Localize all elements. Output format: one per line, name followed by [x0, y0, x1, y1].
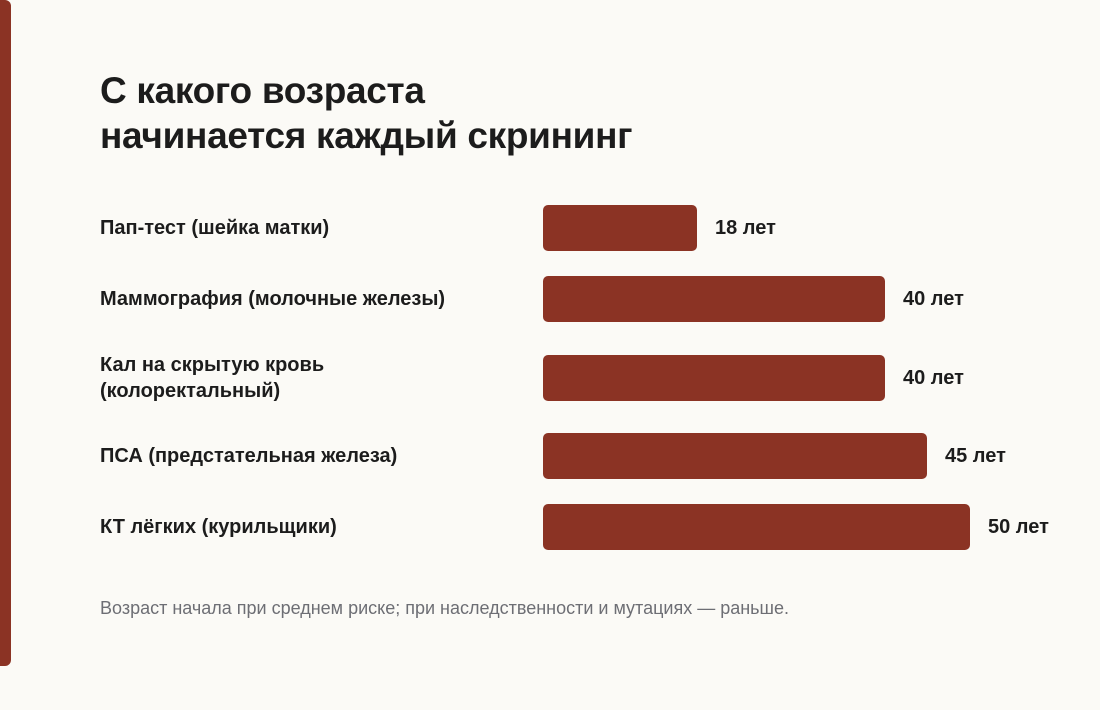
- bar: [543, 504, 970, 550]
- value-label: 18 лет: [715, 217, 776, 239]
- bar: [543, 355, 885, 401]
- chart-title-line-2: начинается каждый скрининг: [100, 115, 633, 156]
- value-label: 45 лет: [945, 445, 1006, 467]
- category-label-line: КТ лёгких (курильщики): [100, 516, 337, 538]
- category-label-line: (колоректальный): [100, 380, 281, 402]
- value-label: 50 лет: [988, 516, 1049, 538]
- bar: [543, 433, 927, 479]
- accent-bar: [0, 0, 11, 666]
- category-label-line: ПСА (предстательная железа): [100, 445, 398, 467]
- category-label: ПСА (предстательная железа): [100, 443, 520, 469]
- category-label: КТ лёгких (курильщики): [100, 514, 520, 540]
- category-label: Пап-тест (шейка матки): [100, 215, 520, 241]
- chart-title-line-1: С какого возраста: [100, 70, 425, 111]
- footnote: Возраст начала при среднем риске; при на…: [100, 598, 790, 618]
- value-label: 40 лет: [903, 288, 964, 310]
- category-label: Кал на скрытую кровь (колоректальный): [100, 352, 520, 404]
- category-label-line: Пап-тест (шейка матки): [100, 217, 330, 239]
- bar: [543, 205, 697, 251]
- bar: [543, 276, 885, 322]
- chart-title: С какого возраста начинается каждый скри…: [100, 68, 633, 158]
- category-label-line: Маммография (молочные железы): [100, 288, 446, 310]
- value-label: 40 лет: [903, 367, 964, 389]
- category-label-line: Кал на скрытую кровь: [100, 354, 325, 376]
- category-label: Маммография (молочные железы): [100, 286, 520, 312]
